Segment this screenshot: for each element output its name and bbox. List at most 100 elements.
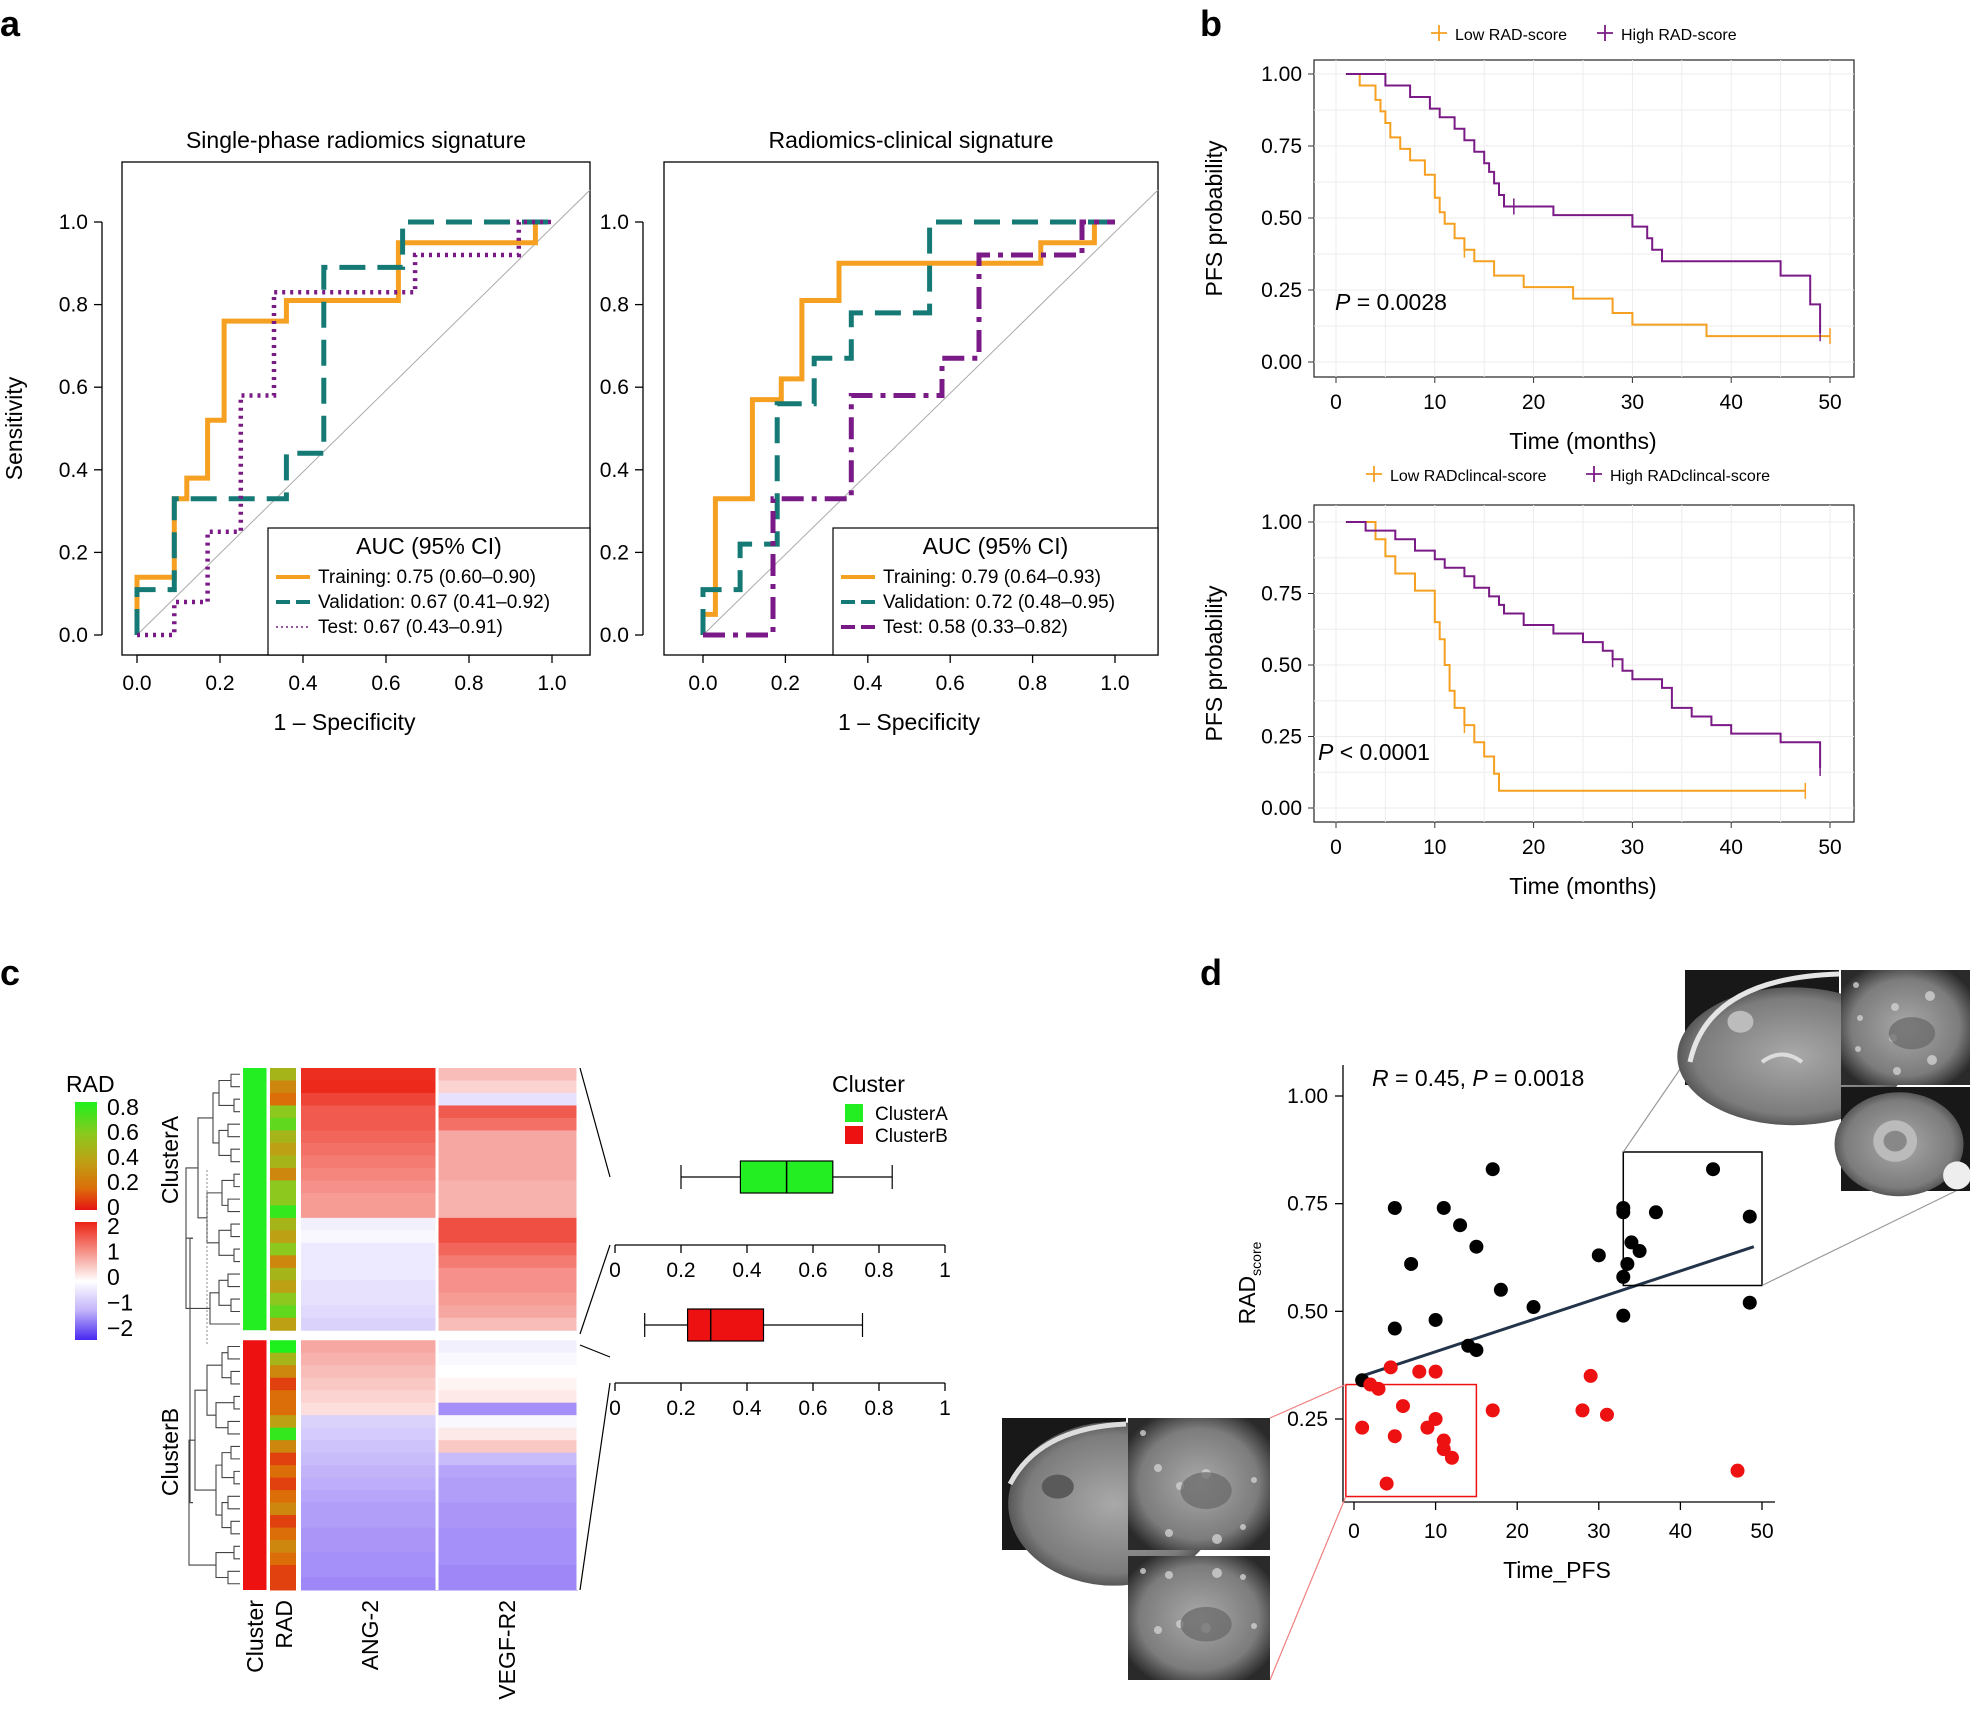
y-tick-label: 0.6 xyxy=(600,376,629,399)
annotation-part: P xyxy=(1472,1065,1488,1091)
scatter-point-red xyxy=(1387,1429,1402,1444)
y-tick-label: 0.8 xyxy=(59,294,88,317)
chart-title: Radiomics-clinical signature xyxy=(768,127,1053,153)
heatmap-cell-vegfr2 xyxy=(438,1230,578,1244)
annotation-part: R xyxy=(1372,1065,1389,1091)
cluster-a-swatch xyxy=(845,1104,863,1122)
heatmap-cell-ang2 xyxy=(301,1280,438,1294)
zoom-connector xyxy=(1622,1061,1686,1153)
heatmap-cell-vegfr2 xyxy=(438,1155,578,1169)
heatmap-cell-rad xyxy=(270,1280,296,1294)
heatmap-cell-ang2 xyxy=(301,1527,438,1541)
heatmap-cell-ang2 xyxy=(301,1490,438,1504)
legend: AUC (95% CI) Training: 0.79 (0.64–0.93) Va… xyxy=(832,527,1159,656)
x-tick-label: 0.6 xyxy=(371,672,400,695)
legend-box xyxy=(267,527,591,656)
heatmap-cell-rad xyxy=(270,1267,296,1281)
heatmap-cell-vegfr2 xyxy=(438,1142,578,1156)
heatmap-cell-vegfr2 xyxy=(438,1515,578,1529)
y-tick-label: 0.50 xyxy=(1261,207,1302,230)
scatter-point-black xyxy=(1526,1300,1541,1315)
heatmap-cell-ang2 xyxy=(301,1167,438,1181)
x-tick-label: 10 xyxy=(1424,1520,1447,1543)
y-axis: 0.0 0.2 0.4 0.6 0.8 1.0 xyxy=(600,211,644,647)
cluster-a-rows xyxy=(243,1068,578,1331)
x-axis-label: 1 – Specificity xyxy=(274,709,416,735)
ct-vessel xyxy=(1857,1015,1863,1021)
ct-image-high-2 xyxy=(1841,970,1970,1085)
heatmap-cell-rad xyxy=(270,1255,296,1269)
heatmap-cell-rad xyxy=(270,1180,296,1194)
cluster-a-legend-label: ClusterA xyxy=(875,1104,948,1125)
legend: Low RADclincal-score High RADclincal-scor… xyxy=(1366,466,1770,485)
rad-colorbar-tick: 0.6 xyxy=(107,1119,139,1145)
p-symbol: P xyxy=(1318,739,1334,765)
heatmap-cell-vegfr2 xyxy=(438,1540,578,1554)
heatmap-cell-vegfr2 xyxy=(438,1130,578,1144)
ct-lesion xyxy=(1180,1472,1232,1510)
legend-entry: High RADclincal-score xyxy=(1610,468,1770,485)
heatmap-cell-vegfr2 xyxy=(438,1192,578,1206)
zoom-connector xyxy=(1761,1184,1969,1287)
ct-image-low-2 xyxy=(1128,1418,1270,1550)
roc-chart-roc2: Radiomics-clinical signature 0.0 0.2 0.4 0.6… xyxy=(600,127,1159,735)
x-tick-label: 1 xyxy=(939,1259,951,1282)
heatmap-cell-vegfr2 xyxy=(438,1167,578,1181)
y-axis-label: PFS probability xyxy=(1201,585,1227,741)
scatter-point-black xyxy=(1453,1218,1468,1233)
scatter-point-black xyxy=(1742,1295,1757,1310)
y-tick-label: 0.2 xyxy=(600,541,629,564)
scatter-point-black xyxy=(1620,1256,1635,1271)
y-tick-label: 0.75 xyxy=(1287,1193,1328,1216)
heatmap-cell-rad xyxy=(270,1205,296,1219)
ct-vessel xyxy=(1140,1430,1146,1436)
ct-vessel xyxy=(1855,1046,1861,1052)
heatmap-cell-rad xyxy=(270,1105,296,1119)
heatmap-cell-ang2 xyxy=(301,1352,438,1366)
heatmap-cell-vegfr2 xyxy=(438,1440,578,1454)
plot-frame xyxy=(1313,504,1855,823)
legend-title: AUC (95% CI) xyxy=(356,533,502,559)
heatmap-cell-vegfr2 xyxy=(438,1502,578,1516)
heatmap-cell-ang2 xyxy=(301,1105,438,1119)
ct-vessel xyxy=(1760,1052,1804,1064)
heatmap-cell-ang2 xyxy=(301,1117,438,1131)
scatter-point-black xyxy=(1648,1205,1663,1220)
y-tick-label: 1.00 xyxy=(1261,63,1302,86)
zscore-colorbar-tick: 2 xyxy=(107,1213,120,1239)
heatmap-cell-vegfr2 xyxy=(438,1255,578,1269)
x-axis: 0.0 0.2 0.4 0.6 0.8 1.0 1 – Specificity xyxy=(122,654,567,735)
roc-curve-training xyxy=(700,222,1097,635)
ct-lesion xyxy=(1041,1474,1074,1499)
heatmap-cell-rad xyxy=(270,1080,296,1094)
heatmap-cell-ang2 xyxy=(301,1205,438,1219)
heatmap-cell-vegfr2 xyxy=(438,1205,578,1219)
heatmap-cell-rad xyxy=(270,1292,296,1306)
heatmap-cell-ang2 xyxy=(301,1477,438,1491)
heatmap-cell-rad xyxy=(270,1502,296,1516)
ct-lesion xyxy=(1888,1017,1936,1050)
ct-vessel xyxy=(1927,1055,1937,1065)
heatmap-cell-ang2 xyxy=(301,1502,438,1516)
heatmap-cell-rad xyxy=(270,1452,296,1466)
heatmap-cell-rad xyxy=(270,1490,296,1504)
rad-colorbar-tick: 0.2 xyxy=(107,1169,139,1195)
heatmap-cell-vegfr2 xyxy=(438,1352,578,1366)
y-tick-label: 0.25 xyxy=(1261,726,1302,749)
panel-letter-b: b xyxy=(1200,3,1222,44)
y-axis: 0.0 0.2 0.4 0.6 0.8 1.0 Sensitivity xyxy=(1,211,103,647)
heatmap-cell-vegfr2 xyxy=(438,1377,578,1391)
column-label: RAD xyxy=(271,1600,297,1649)
heatmap-cell-vegfr2 xyxy=(438,1427,578,1441)
low-score-selection-box xyxy=(1345,1383,1478,1498)
y-tick-label: 0.75 xyxy=(1261,135,1302,158)
heatmap-cell-vegfr2 xyxy=(438,1465,578,1479)
y-tick-label: 0.50 xyxy=(1261,654,1302,677)
x-tick-label: 1.0 xyxy=(537,672,566,695)
connector-lines xyxy=(579,1067,611,1335)
zscore-colorbar-tick: 1 xyxy=(107,1239,120,1265)
x-axis-label: Time (months) xyxy=(1509,873,1656,899)
legend-title: AUC (95% CI) xyxy=(923,533,1069,559)
ct-image-high-3 xyxy=(1834,1087,1970,1197)
